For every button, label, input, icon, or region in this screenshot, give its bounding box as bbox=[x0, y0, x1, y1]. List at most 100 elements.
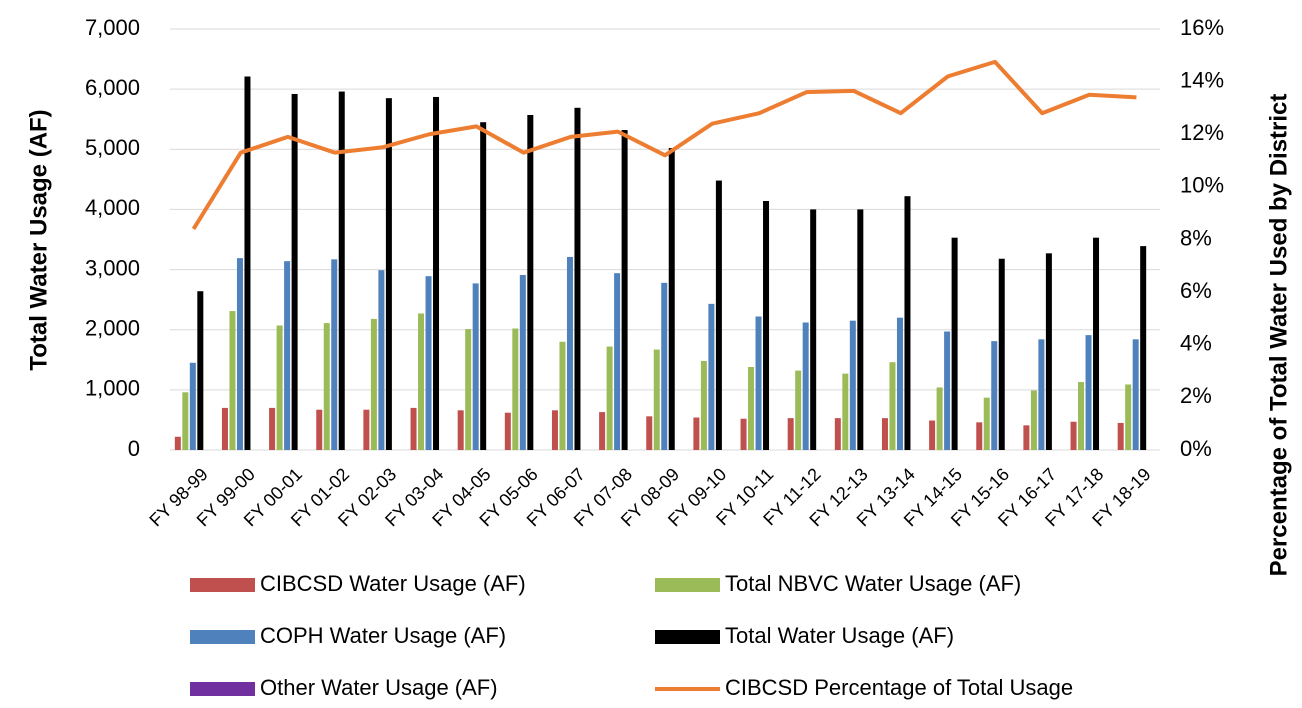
legend-label: CIBCSD Percentage of Total Usage bbox=[725, 675, 1073, 700]
bar bbox=[802, 322, 809, 450]
y-tick-label: 4,000 bbox=[85, 195, 140, 220]
bar bbox=[834, 418, 841, 450]
bar bbox=[614, 273, 621, 450]
legend-swatch bbox=[190, 630, 255, 644]
bar bbox=[559, 341, 566, 450]
bar bbox=[896, 317, 903, 450]
legend-label: Total Water Usage (AF) bbox=[725, 623, 954, 648]
y-tick-label: 7,000 bbox=[85, 15, 140, 40]
bar bbox=[646, 416, 653, 450]
bar bbox=[944, 331, 951, 450]
bar bbox=[338, 91, 345, 450]
bar bbox=[1125, 384, 1132, 450]
y2-tick-label: 16% bbox=[1180, 15, 1224, 40]
bar bbox=[991, 341, 998, 450]
bar bbox=[1030, 390, 1037, 450]
bar bbox=[457, 410, 464, 450]
bar bbox=[574, 107, 581, 450]
bar bbox=[472, 283, 479, 450]
bar bbox=[653, 349, 660, 450]
bar bbox=[1085, 335, 1092, 450]
y-tick-label: 1,000 bbox=[85, 376, 140, 401]
bar bbox=[1045, 253, 1052, 450]
legend-label: COPH Water Usage (AF) bbox=[260, 623, 506, 648]
bar bbox=[512, 328, 519, 450]
y2-tick-label: 4% bbox=[1180, 331, 1212, 356]
bar bbox=[527, 115, 534, 451]
bar bbox=[951, 237, 958, 450]
bar bbox=[715, 180, 722, 450]
y2-tick-label: 10% bbox=[1180, 173, 1224, 198]
bar bbox=[480, 122, 487, 450]
line bbox=[191, 59, 1137, 231]
bar bbox=[284, 261, 291, 450]
bar bbox=[929, 420, 936, 450]
bar bbox=[504, 412, 511, 450]
legend-swatch bbox=[190, 682, 255, 696]
y-tick-label: 3,000 bbox=[85, 255, 140, 280]
bar bbox=[606, 346, 613, 450]
bar bbox=[693, 417, 700, 450]
bar bbox=[1132, 339, 1139, 450]
bar bbox=[418, 313, 425, 450]
bar bbox=[1093, 237, 1100, 450]
bar bbox=[787, 418, 794, 450]
bar bbox=[976, 422, 983, 450]
y2-tick-label: 14% bbox=[1180, 67, 1224, 92]
bar bbox=[433, 96, 440, 450]
legend-label: Total NBVC Water Usage (AF) bbox=[725, 571, 1021, 596]
bar bbox=[316, 409, 323, 450]
bar bbox=[244, 76, 251, 451]
bar bbox=[983, 397, 990, 450]
y-tick-label: 5,000 bbox=[85, 135, 140, 160]
bar bbox=[551, 410, 558, 450]
bar bbox=[236, 258, 243, 450]
bar bbox=[904, 196, 911, 450]
bar bbox=[748, 367, 755, 450]
bar bbox=[1078, 382, 1085, 450]
bar bbox=[1023, 425, 1030, 450]
y2-tick-label: 0% bbox=[1180, 436, 1212, 461]
bar bbox=[189, 362, 196, 450]
bar bbox=[229, 311, 236, 450]
legend-swatch bbox=[655, 578, 720, 592]
bar bbox=[269, 407, 276, 450]
bar bbox=[410, 407, 417, 450]
bar bbox=[889, 362, 896, 450]
y-tick-label: 0 bbox=[128, 436, 140, 461]
y2-tick-label: 8% bbox=[1180, 225, 1212, 250]
bar bbox=[936, 387, 943, 450]
bar bbox=[385, 98, 392, 451]
bar bbox=[363, 409, 370, 450]
bar bbox=[1140, 246, 1147, 450]
bar bbox=[708, 303, 715, 450]
bar bbox=[566, 256, 573, 450]
bar bbox=[621, 130, 628, 451]
legend-swatch bbox=[190, 578, 255, 592]
bar bbox=[763, 201, 770, 450]
y2-tick-label: 6% bbox=[1180, 278, 1212, 303]
bar bbox=[795, 370, 802, 450]
bar bbox=[755, 316, 762, 450]
bar bbox=[276, 325, 283, 450]
bar bbox=[519, 274, 526, 450]
bar bbox=[1070, 421, 1077, 450]
legend-label: Other Water Usage (AF) bbox=[260, 675, 498, 700]
bar bbox=[378, 270, 385, 450]
bar bbox=[599, 412, 606, 450]
legend-swatch bbox=[655, 630, 720, 644]
y-tick-label: 6,000 bbox=[85, 75, 140, 100]
bar bbox=[740, 418, 747, 450]
bar bbox=[221, 407, 228, 450]
bar bbox=[849, 320, 856, 450]
bar bbox=[370, 318, 377, 450]
bar bbox=[998, 258, 1005, 450]
y2-tick-label: 12% bbox=[1180, 120, 1224, 145]
bar bbox=[465, 329, 472, 450]
bar bbox=[182, 392, 189, 450]
bar bbox=[323, 323, 330, 450]
bar bbox=[881, 418, 888, 450]
bar bbox=[842, 373, 849, 450]
bar bbox=[661, 282, 668, 450]
